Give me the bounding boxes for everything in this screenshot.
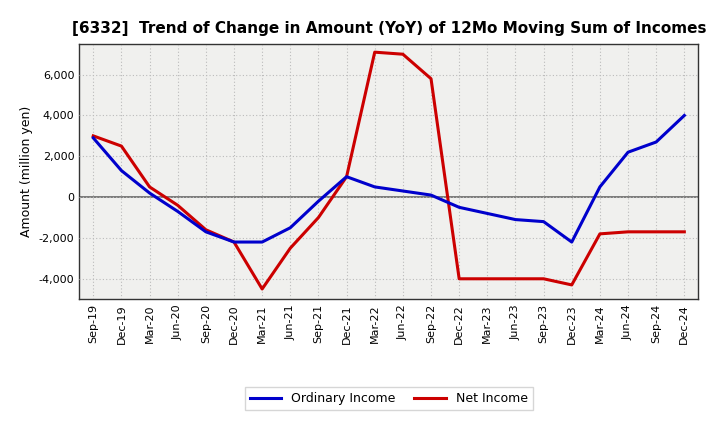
Net Income [370,50,379,55]
Net Income [427,76,436,81]
Ordinary Income [595,184,604,190]
Ordinary Income [117,168,126,173]
Ordinary Income [399,188,408,194]
Net Income [202,227,210,232]
Ordinary Income [314,198,323,204]
Ordinary Income [342,174,351,180]
Ordinary Income [145,191,154,196]
Ordinary Income [202,229,210,235]
Net Income [314,215,323,220]
Legend: Ordinary Income, Net Income: Ordinary Income, Net Income [245,387,533,411]
Ordinary Income [258,239,266,245]
Net Income [624,229,632,235]
Net Income [174,203,182,208]
Y-axis label: Amount (million yen): Amount (million yen) [20,106,33,237]
Net Income [652,229,660,235]
Ordinary Income [680,113,688,118]
Ordinary Income [89,135,98,140]
Ordinary Income [624,150,632,155]
Ordinary Income [539,219,548,224]
Net Income [455,276,464,282]
Title: [6332]  Trend of Change in Amount (YoY) of 12Mo Moving Sum of Incomes: [6332] Trend of Change in Amount (YoY) o… [71,21,706,36]
Net Income [483,276,492,282]
Net Income [286,246,294,251]
Ordinary Income [174,209,182,214]
Net Income [258,286,266,292]
Ordinary Income [370,184,379,190]
Net Income [680,229,688,235]
Line: Ordinary Income: Ordinary Income [94,115,684,242]
Ordinary Income [511,217,520,222]
Net Income [539,276,548,282]
Ordinary Income [427,192,436,198]
Ordinary Income [567,239,576,245]
Net Income [89,133,98,139]
Ordinary Income [286,225,294,231]
Net Income [399,51,408,57]
Net Income [342,174,351,180]
Net Income [117,143,126,149]
Net Income [145,184,154,190]
Ordinary Income [230,239,238,245]
Ordinary Income [455,205,464,210]
Net Income [567,282,576,288]
Line: Net Income: Net Income [94,52,684,289]
Net Income [230,239,238,245]
Ordinary Income [652,139,660,145]
Net Income [511,276,520,282]
Ordinary Income [483,211,492,216]
Net Income [595,231,604,237]
